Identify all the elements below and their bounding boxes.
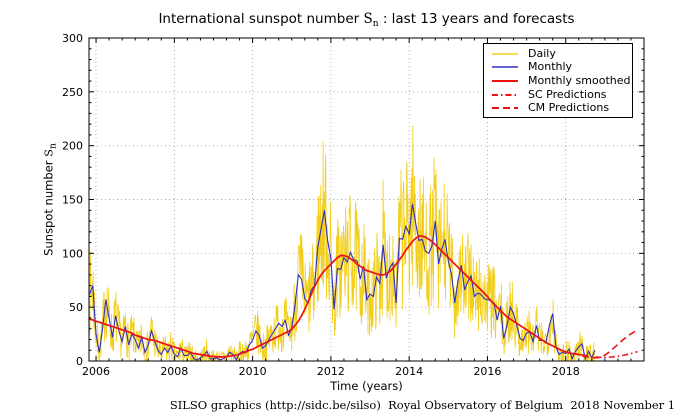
x-tick-label: 2012 <box>317 365 345 378</box>
y-axis-label: Sunspot number Sn <box>41 95 59 305</box>
legend-item-monthly-smoothed: Monthly smoothed <box>484 74 632 88</box>
legend-label: CM Predictions <box>528 101 610 115</box>
legend-label: Daily <box>528 46 556 60</box>
legend-item-daily: Daily <box>484 47 632 61</box>
x-tick-label: 2014 <box>395 365 423 378</box>
y-axis-label-subscript: n <box>48 143 59 149</box>
y-tick-label: 300 <box>62 32 83 45</box>
legend-line-sample <box>492 79 518 82</box>
series-daily <box>89 125 595 361</box>
footer-credit: SILSO graphics (http://sidc.be/silso) Ro… <box>169 398 676 412</box>
legend-line-sample <box>492 53 518 55</box>
chart-title-symbol: S <box>363 11 373 27</box>
x-tick-label: 2008 <box>160 365 188 378</box>
tick-labels: 0 50 100 150 200 250 300 2006 2008 2010 2012 2014 20… <box>62 32 580 378</box>
y-axis-label-symbol: S <box>41 149 56 157</box>
axis-ticks <box>89 37 644 362</box>
series-monthly-smoothed <box>89 235 583 358</box>
y-axis-label-prefix: Sunspot number <box>41 156 56 256</box>
y-tick-label: 50 <box>69 301 83 314</box>
x-tick-label: 2018 <box>552 365 580 378</box>
y-tick-label: 150 <box>62 194 83 207</box>
x-tick-label: 2006 <box>82 365 110 378</box>
x-axis-label: Time (years) <box>330 379 403 393</box>
y-tick-label: 100 <box>62 247 83 260</box>
legend-label: Monthly <box>528 60 573 74</box>
x-tick-label: 2016 <box>473 365 501 378</box>
legend-item-sc-predictions: SC Predictions <box>484 88 632 102</box>
legend-line-sample <box>492 66 518 69</box>
legend-item-cm-predictions: CM Predictions <box>484 101 632 115</box>
legend-line-sample <box>492 107 518 110</box>
y-tick-label: 250 <box>62 86 83 99</box>
legend-label: Monthly smoothed <box>528 73 631 87</box>
chart-title-prefix: International sunspot number <box>158 11 364 27</box>
legend-item-monthly: Monthly <box>484 61 632 75</box>
series-group <box>89 125 638 361</box>
legend-label: SC Predictions <box>528 87 607 101</box>
series-sc-predictions <box>581 350 638 359</box>
series-monthly <box>89 203 596 361</box>
chart-title-subscript: n <box>372 19 379 29</box>
chart-title-suffix: : last 13 years and forecasts <box>378 11 575 27</box>
chart-legend: Daily Monthly Monthly smoothed SC Predictio… <box>483 43 633 118</box>
y-tick-label: 200 <box>62 140 83 153</box>
y-tick-label: 0 <box>76 355 83 368</box>
chart-title: International sunspot number Sn : last 1… <box>89 11 644 29</box>
x-tick-label: 2010 <box>239 365 267 378</box>
legend-line-sample <box>492 93 518 96</box>
